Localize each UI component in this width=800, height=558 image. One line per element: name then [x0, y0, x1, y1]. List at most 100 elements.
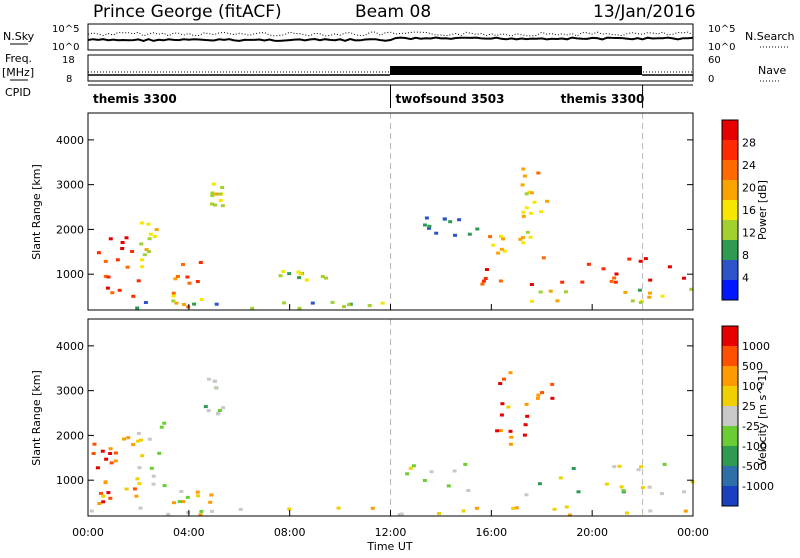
heatmap-cell — [502, 249, 507, 253]
colorbar-tick-label: 4 — [742, 272, 749, 285]
colorbar-tick-label: 8 — [742, 249, 749, 262]
heatmap-cell — [545, 199, 550, 203]
heatmap-cell — [171, 501, 176, 505]
heatmap-cell — [109, 461, 114, 465]
heatmap-cell — [103, 259, 108, 263]
heatmap-cell — [174, 301, 179, 305]
heatmap-cell — [442, 217, 447, 221]
heatmap-cell — [524, 206, 529, 210]
heatmap-cell — [320, 275, 325, 278]
heatmap-cell — [498, 429, 503, 433]
heatmap-cell — [521, 214, 526, 218]
heatmap-cell — [427, 224, 432, 228]
velocity-frame — [87, 318, 694, 517]
heatmap-cell — [136, 431, 141, 435]
colorbar-frame — [721, 325, 739, 507]
heatmap-cell — [500, 402, 505, 406]
heatmap-cell — [525, 414, 530, 418]
heatmap-cell — [506, 405, 511, 409]
x-axis-label: Time UT — [366, 540, 412, 553]
heatmap-cell — [199, 298, 204, 301]
heatmap-cell — [132, 487, 137, 491]
heatmap-cell — [509, 435, 514, 439]
freq-bottom-right: 0 — [708, 74, 714, 85]
heatmap-cell — [330, 300, 335, 304]
heatmap-cell — [521, 210, 526, 214]
heatmap-cell — [171, 299, 176, 303]
colorbar-frame — [721, 119, 739, 301]
heatmap-cell — [550, 382, 555, 386]
heatmap-cell — [536, 396, 540, 400]
heatmap-cell — [660, 492, 664, 496]
heatmap-cell — [185, 275, 190, 279]
heatmap-cell — [181, 500, 186, 504]
heatmap-cell — [287, 272, 292, 276]
heatmap-cell — [667, 265, 672, 269]
heatmap-cell — [537, 482, 542, 486]
heatmap-cell — [210, 194, 215, 198]
cpid-segment-label: themis 3300 — [561, 92, 645, 106]
power-ylabel: Slant Range [km] — [30, 164, 43, 260]
heatmap-cell — [151, 482, 156, 486]
freq-label: Freq. — [5, 52, 32, 65]
heatmap-cell — [612, 465, 617, 469]
heatmap-cell — [427, 226, 431, 230]
heatmap-cell — [424, 216, 429, 220]
colorbar-swatch — [722, 326, 738, 346]
power-panel: 1000 2000 3000 4000 Slant Range [km] 4 8 12 16… — [30, 112, 769, 311]
heatmap-cell — [221, 406, 226, 410]
heatmap-cell — [185, 495, 190, 499]
heatmap-cell — [99, 491, 103, 495]
mhz-label: [MHz] — [2, 66, 34, 79]
heatmap-cell — [648, 291, 652, 295]
heatmap-cell — [429, 470, 434, 474]
heatmap-cell — [508, 429, 513, 433]
cpid-panel: themis 3300 twofsound 3503 themis 3300 — [88, 84, 693, 108]
y-tick-label: 4000 — [56, 134, 84, 147]
heatmap-cell — [278, 274, 283, 278]
heatmap-cell — [217, 409, 222, 412]
heatmap-cell — [527, 190, 532, 194]
heatmap-cell — [564, 505, 569, 509]
heatmap-cell — [485, 268, 489, 271]
heatmap-cell — [144, 248, 149, 252]
heatmap-cell — [143, 301, 148, 304]
x-tick-label: 00:00 — [677, 526, 709, 539]
heatmap-cell — [120, 241, 125, 244]
heatmap-cell — [380, 301, 385, 305]
y-tick-label: 2000 — [56, 429, 84, 442]
noise-top-right: 10^5 — [708, 24, 735, 35]
heatmap-cell — [558, 476, 563, 480]
colorbar-swatch — [722, 386, 738, 406]
heatmap-cell — [423, 223, 427, 227]
heatmap-cell — [137, 466, 142, 470]
heatmap-cell — [580, 280, 585, 284]
heatmap-cell — [214, 192, 219, 196]
heatmap-cell — [514, 506, 519, 510]
heatmap-cell — [210, 202, 214, 206]
heatmap-cell — [660, 294, 665, 298]
heatmap-cell — [637, 288, 642, 292]
heatmap-cell — [541, 256, 546, 260]
heatmap-cell — [499, 413, 504, 417]
heatmap-cell — [104, 457, 109, 461]
heatmap-cell — [115, 258, 120, 262]
heatmap-cell — [539, 210, 544, 214]
heatmap-cell — [125, 265, 130, 269]
y-tick-label: 2000 — [56, 223, 84, 236]
heatmap-cell — [648, 509, 653, 513]
heatmap-cell — [627, 257, 632, 261]
heatmap-cell — [101, 494, 106, 498]
colorbar-swatch — [722, 446, 738, 466]
heatmap-cell — [639, 465, 644, 469]
date-label: 13/Jan/2016 — [593, 2, 696, 22]
heatmap-cell — [154, 228, 159, 232]
x-tick-label: 08:00 — [274, 526, 306, 539]
cpid-segment-label: themis 3300 — [93, 92, 177, 106]
heatmap-cell — [647, 295, 652, 299]
heatmap-cell — [586, 262, 591, 266]
heatmap-cell — [463, 462, 468, 466]
heatmap-cell — [536, 171, 541, 175]
colorbar-swatch — [722, 260, 738, 280]
heatmap-cell — [147, 437, 152, 441]
